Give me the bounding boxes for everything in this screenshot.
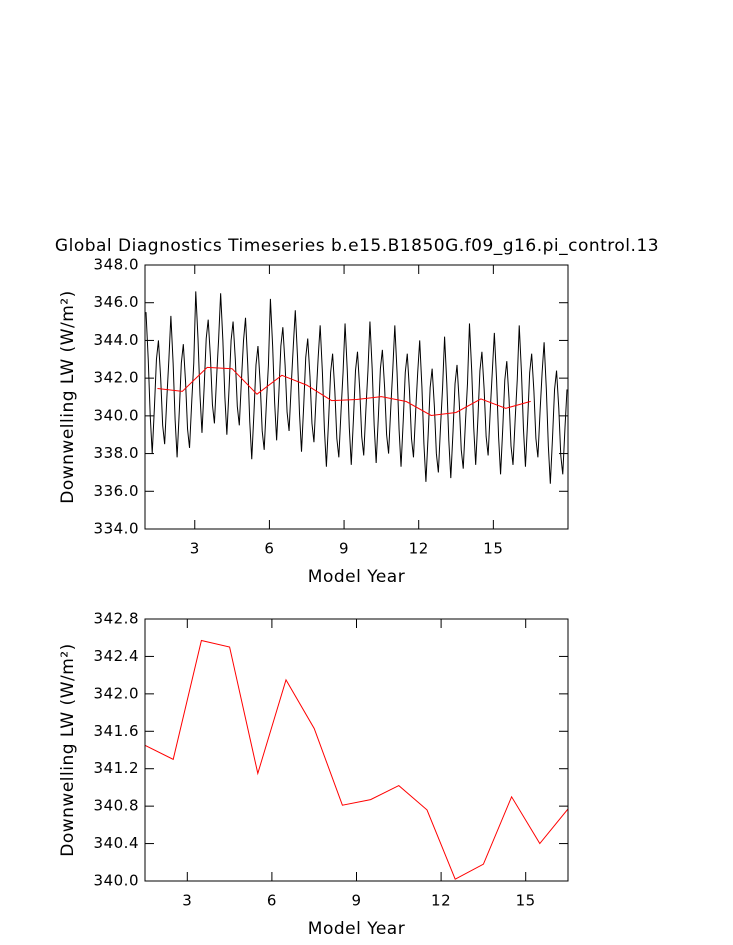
y-tick-label: 342.4 xyxy=(94,647,139,665)
y-tick-label: 342.8 xyxy=(94,610,139,628)
y-tick-label: 340.8 xyxy=(94,797,139,815)
chart-title: Global Diagnostics Timeseries b.e15.B185… xyxy=(55,236,659,256)
x-tick-label: 12 xyxy=(431,892,451,910)
x-tick-label: 3 xyxy=(190,540,200,558)
y-tick-label: 342.0 xyxy=(94,369,139,387)
y-tick-label: 340.0 xyxy=(94,872,139,890)
x-tick-label: 9 xyxy=(339,540,349,558)
x-tick-label: 12 xyxy=(409,540,429,558)
data-line xyxy=(145,639,568,880)
y-tick-label: 342.0 xyxy=(94,684,139,702)
y-tick-label: 334.0 xyxy=(94,520,139,538)
x-tick-label: 3 xyxy=(182,892,192,910)
data-line xyxy=(145,291,568,484)
y-tick-label: 340.0 xyxy=(94,406,139,424)
x-axis-label: Model Year xyxy=(308,567,405,587)
plot-frame xyxy=(144,264,569,530)
x-tick-label: 15 xyxy=(483,540,503,558)
y-tick-label: 341.6 xyxy=(94,722,139,740)
y-tick-label: 338.0 xyxy=(94,444,139,462)
x-tick-label: 9 xyxy=(351,892,361,910)
y-tick-label: 336.0 xyxy=(94,482,139,500)
y-tick-label: 341.2 xyxy=(94,759,139,777)
y-tick-label: 340.4 xyxy=(94,834,139,852)
plot-area xyxy=(145,639,568,880)
x-axis-label: Model Year xyxy=(308,919,405,939)
x-tick-label: 6 xyxy=(264,540,274,558)
y-axis-label: Downwelling LW (W/m²) xyxy=(58,643,78,856)
x-tick-label: 6 xyxy=(267,892,277,910)
plot-frame xyxy=(144,618,569,882)
x-tick-label: 15 xyxy=(516,892,536,910)
data-line xyxy=(157,366,531,416)
y-tick-label: 348.0 xyxy=(94,256,139,274)
y-tick-label: 344.0 xyxy=(94,331,139,349)
y-axis-label: Downwelling LW (W/m²) xyxy=(58,290,78,503)
y-tick-label: 346.0 xyxy=(94,293,139,311)
plot-area xyxy=(145,291,568,484)
